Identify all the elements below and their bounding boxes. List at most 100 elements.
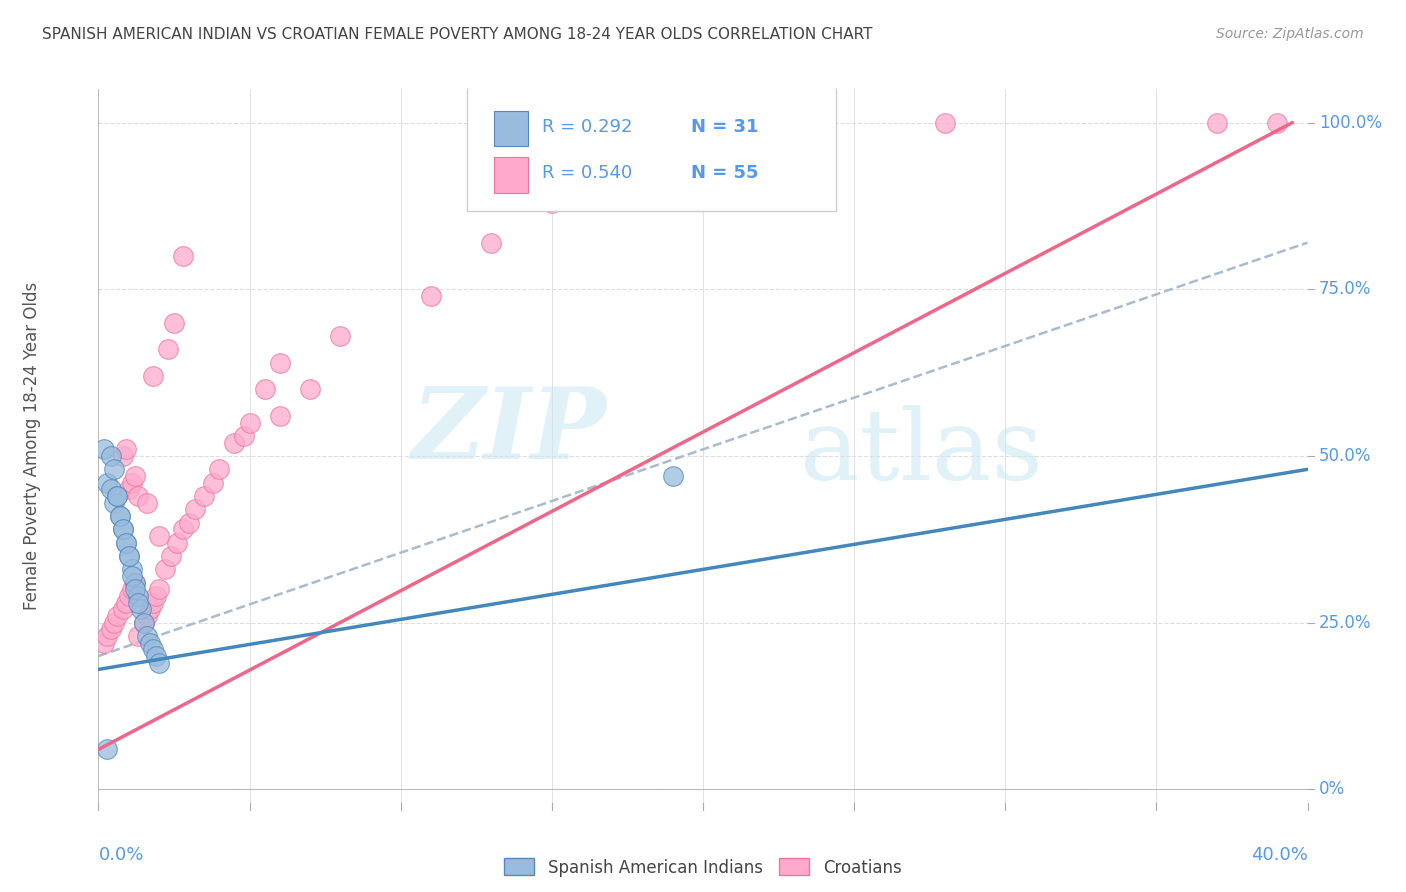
Point bbox=[118, 589, 141, 603]
Point bbox=[142, 368, 165, 383]
Text: Source: ZipAtlas.com: Source: ZipAtlas.com bbox=[1216, 27, 1364, 41]
Point bbox=[124, 582, 146, 597]
Text: 0.0%: 0.0% bbox=[98, 846, 143, 863]
Point bbox=[269, 409, 291, 423]
Point bbox=[103, 496, 125, 510]
Point bbox=[160, 549, 183, 563]
Text: 75.0%: 75.0% bbox=[1319, 280, 1371, 298]
Point bbox=[103, 615, 125, 630]
Point bbox=[232, 429, 254, 443]
Point bbox=[105, 609, 128, 624]
Point bbox=[156, 343, 179, 357]
Point bbox=[114, 535, 136, 549]
Text: N = 31: N = 31 bbox=[690, 118, 758, 136]
Point bbox=[100, 449, 122, 463]
Point bbox=[111, 522, 134, 536]
Point bbox=[142, 642, 165, 657]
Point bbox=[127, 629, 149, 643]
Point bbox=[177, 516, 201, 530]
Point bbox=[239, 416, 262, 430]
Legend: Spanish American Indians, Croatians: Spanish American Indians, Croatians bbox=[505, 858, 901, 877]
Point bbox=[124, 575, 146, 590]
Bar bbox=[494, 111, 527, 146]
Text: 25.0%: 25.0% bbox=[1319, 614, 1371, 632]
Text: SPANISH AMERICAN INDIAN VS CROATIAN FEMALE POVERTY AMONG 18-24 YEAR OLDS CORRELA: SPANISH AMERICAN INDIAN VS CROATIAN FEMA… bbox=[42, 27, 873, 42]
Point bbox=[153, 562, 176, 576]
Point bbox=[114, 442, 136, 457]
Point bbox=[142, 596, 165, 610]
Point bbox=[208, 462, 231, 476]
Point bbox=[172, 522, 194, 536]
Point bbox=[118, 549, 141, 563]
Point bbox=[145, 589, 167, 603]
Point bbox=[108, 509, 131, 524]
Point bbox=[224, 435, 246, 450]
Point bbox=[139, 636, 162, 650]
Point bbox=[121, 475, 143, 490]
Point bbox=[114, 596, 136, 610]
Point bbox=[118, 549, 141, 563]
Text: R = 0.540: R = 0.540 bbox=[543, 164, 633, 182]
Point bbox=[481, 235, 503, 250]
Point bbox=[100, 483, 122, 497]
Point bbox=[132, 615, 155, 630]
Point bbox=[118, 483, 141, 497]
Point bbox=[105, 489, 128, 503]
Text: N = 55: N = 55 bbox=[690, 164, 758, 182]
Point bbox=[419, 289, 441, 303]
Point bbox=[202, 475, 225, 490]
Point bbox=[132, 615, 155, 630]
Point bbox=[163, 316, 186, 330]
Point bbox=[148, 582, 170, 597]
Point bbox=[135, 629, 157, 643]
Text: 0%: 0% bbox=[1319, 780, 1344, 798]
Point bbox=[540, 195, 562, 210]
Point bbox=[121, 569, 143, 583]
Point bbox=[96, 629, 118, 643]
Point bbox=[108, 509, 131, 524]
Point bbox=[692, 115, 714, 129]
Point bbox=[934, 115, 956, 129]
Point bbox=[103, 462, 125, 476]
Point bbox=[127, 596, 149, 610]
Point bbox=[139, 602, 162, 616]
Point bbox=[269, 356, 291, 370]
Point bbox=[111, 602, 134, 616]
Point bbox=[602, 115, 624, 129]
Point bbox=[124, 469, 146, 483]
Point bbox=[1265, 115, 1288, 129]
Text: atlas: atlas bbox=[800, 405, 1042, 501]
Point bbox=[135, 496, 157, 510]
Point bbox=[661, 469, 683, 483]
Point bbox=[127, 489, 149, 503]
Point bbox=[166, 535, 188, 549]
Point bbox=[100, 623, 122, 637]
Point bbox=[193, 489, 215, 503]
Bar bbox=[494, 157, 527, 193]
Point bbox=[96, 742, 118, 756]
Point bbox=[1206, 115, 1229, 129]
Text: ZIP: ZIP bbox=[412, 384, 606, 480]
Point bbox=[299, 382, 322, 396]
Point bbox=[114, 535, 136, 549]
Point bbox=[135, 609, 157, 624]
Point bbox=[127, 589, 149, 603]
Point bbox=[93, 636, 115, 650]
Point bbox=[121, 562, 143, 576]
Point bbox=[148, 656, 170, 670]
Text: Female Poverty Among 18-24 Year Olds: Female Poverty Among 18-24 Year Olds bbox=[22, 282, 41, 610]
Point bbox=[145, 649, 167, 664]
Point bbox=[93, 442, 115, 457]
Point bbox=[172, 249, 194, 263]
Point bbox=[148, 529, 170, 543]
Point bbox=[105, 489, 128, 503]
Point bbox=[253, 382, 276, 396]
Text: R = 0.292: R = 0.292 bbox=[543, 118, 633, 136]
Point bbox=[124, 575, 146, 590]
Point bbox=[129, 602, 152, 616]
Text: 100.0%: 100.0% bbox=[1319, 113, 1382, 131]
Point bbox=[329, 329, 352, 343]
Point bbox=[184, 502, 207, 516]
Point bbox=[96, 475, 118, 490]
Point bbox=[752, 115, 775, 129]
